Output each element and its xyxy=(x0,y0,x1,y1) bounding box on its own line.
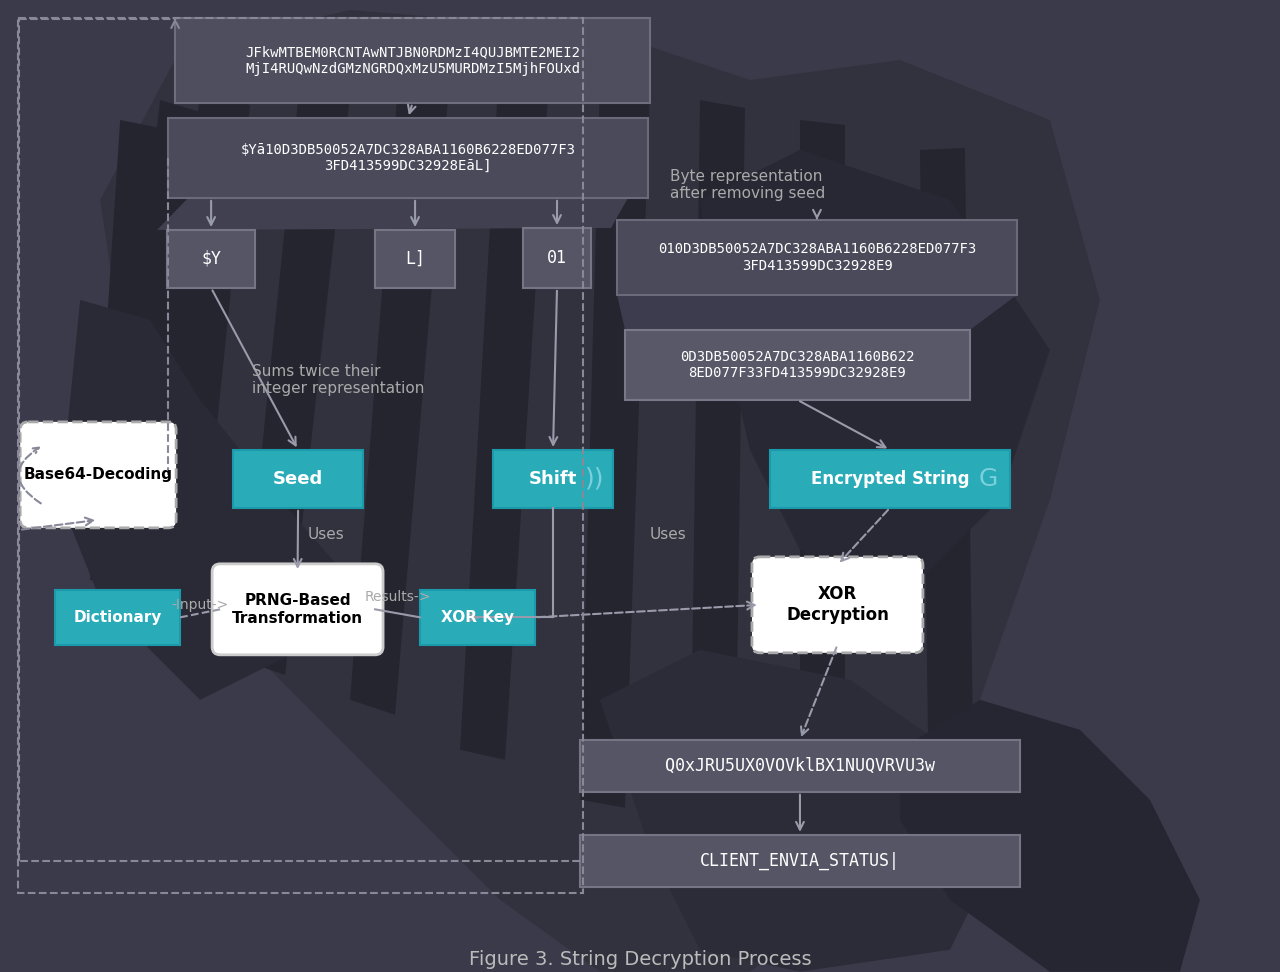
Polygon shape xyxy=(900,700,1199,972)
Text: Uses: Uses xyxy=(308,528,344,542)
Text: XOR Key: XOR Key xyxy=(442,609,515,625)
Text: L]: L] xyxy=(404,250,425,268)
Text: Seed: Seed xyxy=(273,469,324,488)
FancyBboxPatch shape xyxy=(20,422,177,528)
Polygon shape xyxy=(920,148,975,880)
Polygon shape xyxy=(800,120,845,851)
Bar xyxy=(18,18,582,892)
FancyBboxPatch shape xyxy=(751,557,923,653)
Text: Uses: Uses xyxy=(650,528,687,542)
Text: Results->: Results-> xyxy=(365,590,431,605)
Polygon shape xyxy=(690,100,745,835)
Text: )): )) xyxy=(585,467,604,491)
Bar xyxy=(233,450,364,507)
Bar xyxy=(420,590,535,644)
Text: Shift: Shift xyxy=(529,469,577,488)
Bar xyxy=(168,118,648,198)
Text: JFkwMTBEM0RCNTAwNTJBN0RDMzI4QUJBMTE2MEI2
MjI4RUQwNzdGMzNGRDQxMzU5MURDMzI5MjhFOUx: JFkwMTBEM0RCNTAwNTJBN0RDMzI4QUJBMTE2MEI2… xyxy=(244,46,580,76)
Bar xyxy=(175,18,650,103)
Polygon shape xyxy=(100,10,1100,972)
Text: Dictionary: Dictionary xyxy=(73,609,161,625)
Polygon shape xyxy=(150,90,250,635)
Text: Q0xJRU5UX0VOVklBX1NUQVRVU3w: Q0xJRU5UX0VOVklBX1NUQVRVU3w xyxy=(664,757,934,775)
Polygon shape xyxy=(100,100,210,615)
Bar xyxy=(375,230,456,288)
Polygon shape xyxy=(617,295,1016,330)
Polygon shape xyxy=(157,198,628,230)
Text: Base64-Decoding: Base64-Decoding xyxy=(23,468,173,482)
Bar xyxy=(771,450,1010,507)
Polygon shape xyxy=(700,150,1050,600)
Bar xyxy=(580,740,1020,792)
Text: PRNG-Based
Transformation: PRNG-Based Transformation xyxy=(232,593,364,626)
Text: Figure 3. String Decryption Process: Figure 3. String Decryption Process xyxy=(468,951,812,969)
Text: 010D3DB50052A7DC328ABA1160B6228ED077F3
3FD413599DC32928E9: 010D3DB50052A7DC328ABA1160B6228ED077F3 3… xyxy=(658,242,977,272)
Polygon shape xyxy=(90,120,170,590)
Text: Byte representation
after removing seed: Byte representation after removing seed xyxy=(669,169,826,201)
Text: -Input->: -Input-> xyxy=(172,599,229,612)
Text: $Y: $Y xyxy=(201,250,221,268)
Polygon shape xyxy=(349,60,451,714)
Polygon shape xyxy=(60,300,349,700)
Text: Encrypted String: Encrypted String xyxy=(810,469,969,488)
Bar xyxy=(524,228,591,288)
FancyBboxPatch shape xyxy=(212,564,383,655)
Bar xyxy=(580,835,1020,886)
Text: 01: 01 xyxy=(547,249,567,267)
Bar xyxy=(493,450,613,507)
Bar xyxy=(625,330,970,399)
Text: CLIENT_ENVIA_STATUS|: CLIENT_ENVIA_STATUS| xyxy=(700,851,900,870)
Bar xyxy=(55,590,180,644)
Text: Sums twice their
integer representation: Sums twice their integer representation xyxy=(252,364,425,397)
Text: G: G xyxy=(978,467,997,491)
Polygon shape xyxy=(460,50,550,760)
Text: $Yā10D3DB50052A7DC328ABA1160B6228ED077F3
3FD413599DC32928EāL]: $Yā10D3DB50052A7DC328ABA1160B6228ED077F3… xyxy=(241,143,576,173)
Polygon shape xyxy=(580,80,650,808)
Text: 0D3DB50052A7DC328ABA1160B622
8ED077F33FD413599DC32928E9: 0D3DB50052A7DC328ABA1160B622 8ED077F33FD… xyxy=(680,350,915,380)
Text: XOR
Decryption: XOR Decryption xyxy=(786,585,888,624)
Bar xyxy=(168,230,255,288)
Polygon shape xyxy=(241,80,349,675)
Bar xyxy=(617,220,1016,295)
Polygon shape xyxy=(600,650,1000,972)
